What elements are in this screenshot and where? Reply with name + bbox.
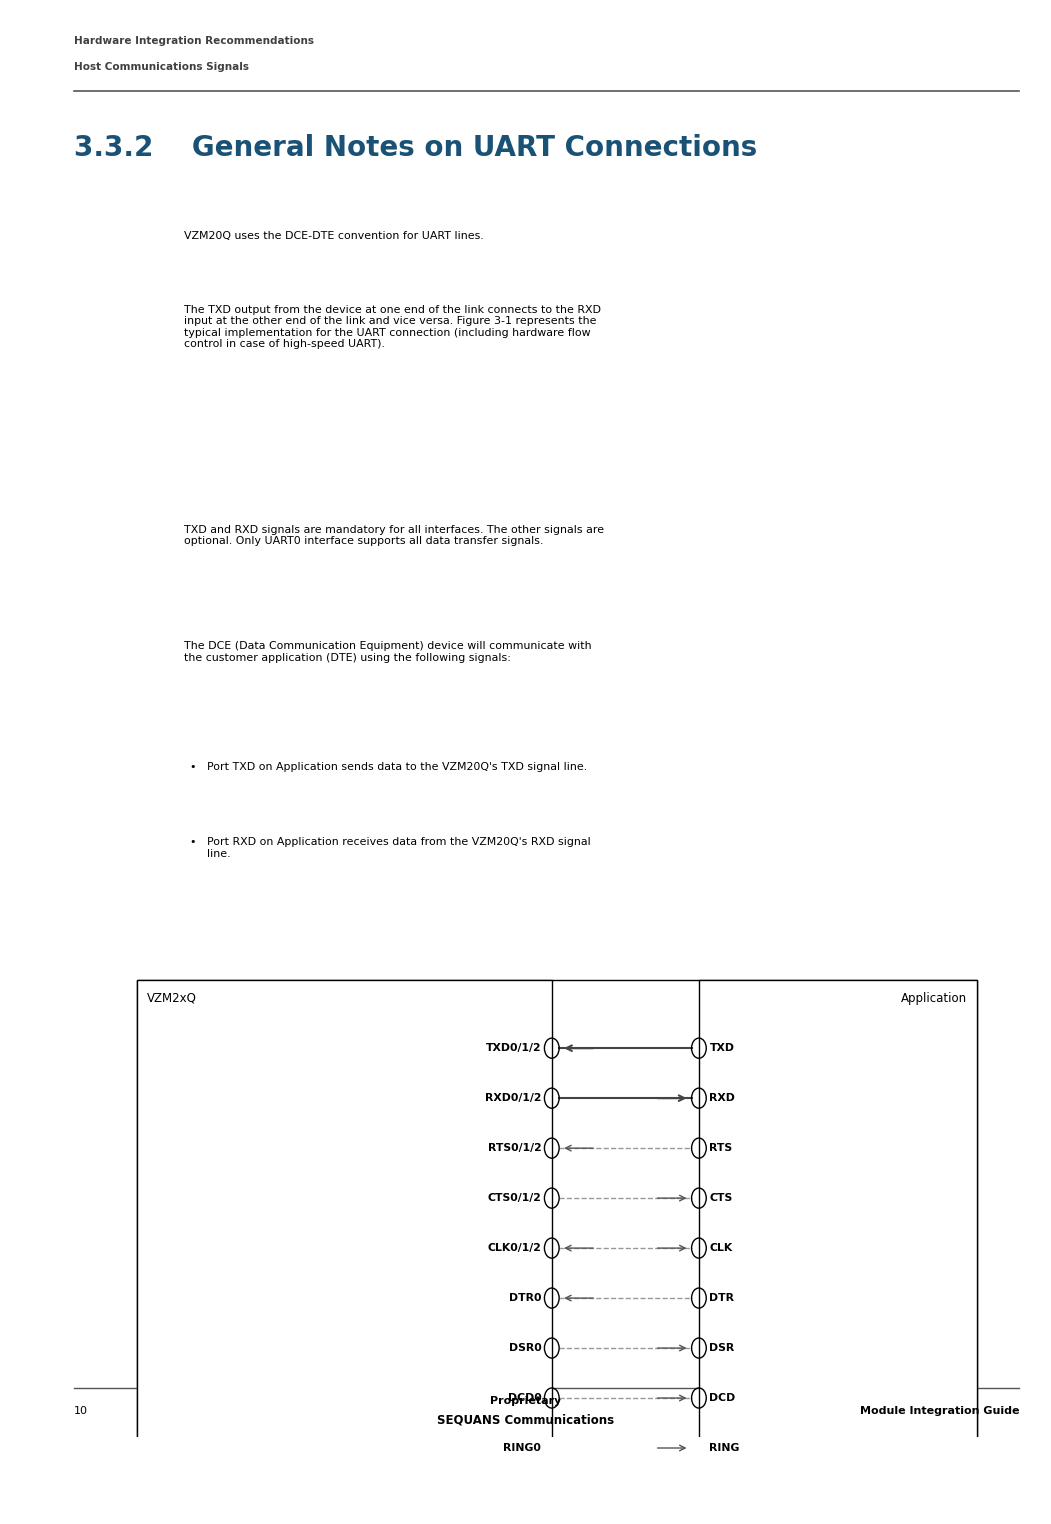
- Text: •: •: [189, 837, 195, 847]
- Text: DSR0: DSR0: [509, 1343, 541, 1353]
- Text: RING: RING: [709, 1443, 740, 1452]
- Text: Port RXD on Application receives data from the VZM20Q's RXD signal
line.: Port RXD on Application receives data fr…: [207, 837, 591, 858]
- Text: VZM2xQ: VZM2xQ: [147, 992, 197, 1004]
- Text: RXD: RXD: [709, 1093, 736, 1103]
- Text: TXD and RXD signals are mandatory for all interfaces. The other signals are
opti: TXD and RXD signals are mandatory for al…: [184, 524, 604, 546]
- Text: The DCE (Data Communication Equipment) device will communicate with
the customer: The DCE (Data Communication Equipment) d…: [184, 642, 592, 663]
- Text: RXD0/1/2: RXD0/1/2: [485, 1093, 541, 1103]
- Text: TXD0/1/2: TXD0/1/2: [486, 1044, 541, 1053]
- Text: RTS: RTS: [709, 1143, 733, 1154]
- Bar: [699, 980, 977, 1504]
- Text: DSR: DSR: [709, 1343, 735, 1353]
- Text: 3.3.2    General Notes on UART Connections: 3.3.2 General Notes on UART Connections: [74, 134, 757, 162]
- Text: DTR0: DTR0: [509, 1292, 541, 1303]
- Text: VZM20Q uses the DCE-DTE convention for UART lines.: VZM20Q uses the DCE-DTE convention for U…: [184, 232, 483, 241]
- Text: Hardware Integration Recommendations: Hardware Integration Recommendations: [74, 37, 313, 46]
- Text: SEQUANS Communications: SEQUANS Communications: [437, 1413, 614, 1426]
- Text: The TXD output from the device at one end of the link connects to the RXD
input : The TXD output from the device at one en…: [184, 305, 601, 349]
- Text: •: •: [189, 762, 195, 771]
- Text: Port TXD on Application sends data to the VZM20Q's TXD signal line.: Port TXD on Application sends data to th…: [207, 762, 588, 771]
- Text: Application: Application: [901, 992, 967, 1004]
- Text: TXD: TXD: [709, 1044, 735, 1053]
- Text: Proprietary: Proprietary: [490, 1396, 561, 1407]
- Text: DTR: DTR: [709, 1292, 735, 1303]
- Text: CTS: CTS: [709, 1193, 733, 1202]
- Text: DCD0: DCD0: [508, 1393, 541, 1404]
- Text: 10: 10: [74, 1407, 87, 1416]
- Text: DCD: DCD: [709, 1393, 736, 1404]
- Bar: [137, 980, 977, 1504]
- Text: CLK: CLK: [709, 1244, 733, 1253]
- Text: Module Integration Guide: Module Integration Guide: [860, 1407, 1019, 1416]
- Text: RTS0/1/2: RTS0/1/2: [488, 1143, 541, 1154]
- Text: RING0: RING0: [503, 1443, 541, 1452]
- Text: CTS0/1/2: CTS0/1/2: [488, 1193, 541, 1202]
- Bar: [137, 980, 552, 1504]
- Text: Host Communications Signals: Host Communications Signals: [74, 62, 249, 72]
- Text: CLK0/1/2: CLK0/1/2: [488, 1244, 541, 1253]
